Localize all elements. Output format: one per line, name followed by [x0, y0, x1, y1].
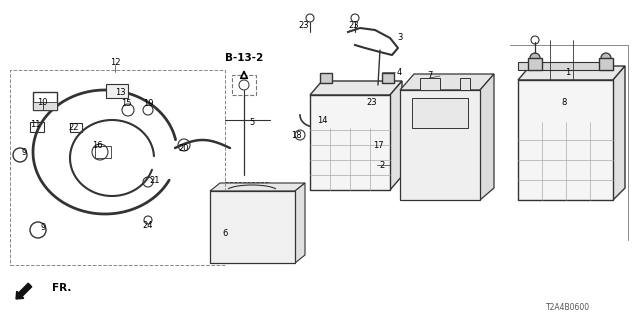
Bar [70, 123, 82, 132]
Text: T2A4B0600: T2A4B0600 [546, 303, 590, 313]
Text: 3: 3 [397, 33, 403, 42]
Polygon shape [295, 183, 305, 263]
Bar [420, 78, 440, 90]
Text: 22: 22 [68, 123, 79, 132]
Circle shape [530, 53, 540, 63]
Polygon shape [400, 74, 494, 90]
Polygon shape [210, 183, 305, 191]
Polygon shape [480, 74, 494, 200]
Bar [400, 90, 480, 200]
Text: 23: 23 [367, 98, 378, 107]
Bar [320, 73, 332, 83]
Bar [599, 58, 613, 70]
Text: 21: 21 [150, 175, 160, 185]
Text: 12: 12 [109, 58, 120, 67]
FancyArrow shape [16, 283, 32, 299]
Text: 10: 10 [36, 98, 47, 107]
Text: 23: 23 [349, 20, 359, 29]
Circle shape [322, 74, 330, 82]
Bar [43, 102, 57, 110]
Text: 18: 18 [291, 131, 301, 140]
Text: 6: 6 [222, 228, 228, 237]
Text: 16: 16 [92, 140, 102, 149]
Bar [30, 122, 44, 132]
Polygon shape [613, 66, 625, 200]
Bar [460, 78, 470, 90]
Bar [106, 84, 128, 98]
Text: 24: 24 [143, 220, 153, 229]
Text: 20: 20 [179, 143, 189, 153]
Bar [518, 80, 613, 200]
Text: 11: 11 [29, 119, 40, 129]
Text: 9: 9 [40, 223, 45, 233]
Text: FR.: FR. [52, 283, 72, 293]
Text: B-13-2: B-13-2 [225, 53, 263, 63]
Bar [95, 146, 111, 158]
Bar [310, 95, 390, 190]
Text: 9: 9 [21, 148, 27, 156]
Text: 19: 19 [143, 99, 153, 108]
Bar [528, 58, 542, 70]
Text: 8: 8 [561, 98, 566, 107]
Text: 23: 23 [299, 20, 309, 29]
Polygon shape [310, 81, 402, 95]
Text: 15: 15 [121, 99, 131, 108]
Bar [10, 70, 225, 265]
Text: 5: 5 [250, 117, 255, 126]
Text: 13: 13 [115, 87, 125, 97]
Bar [340, 124, 365, 142]
Polygon shape [518, 66, 625, 80]
Bar [412, 98, 468, 128]
Bar [232, 75, 256, 95]
Circle shape [384, 74, 392, 82]
Bar [210, 191, 295, 263]
Bar [382, 73, 394, 83]
Polygon shape [390, 81, 402, 190]
Text: 1: 1 [565, 68, 571, 76]
Bar [33, 92, 57, 110]
Text: 4: 4 [396, 68, 402, 76]
Text: 14: 14 [317, 116, 327, 124]
Text: 2: 2 [380, 161, 385, 170]
Bar [518, 62, 613, 70]
Circle shape [601, 53, 611, 63]
Text: 7: 7 [428, 70, 433, 79]
Text: 17: 17 [372, 140, 383, 149]
Bar [33, 102, 43, 110]
